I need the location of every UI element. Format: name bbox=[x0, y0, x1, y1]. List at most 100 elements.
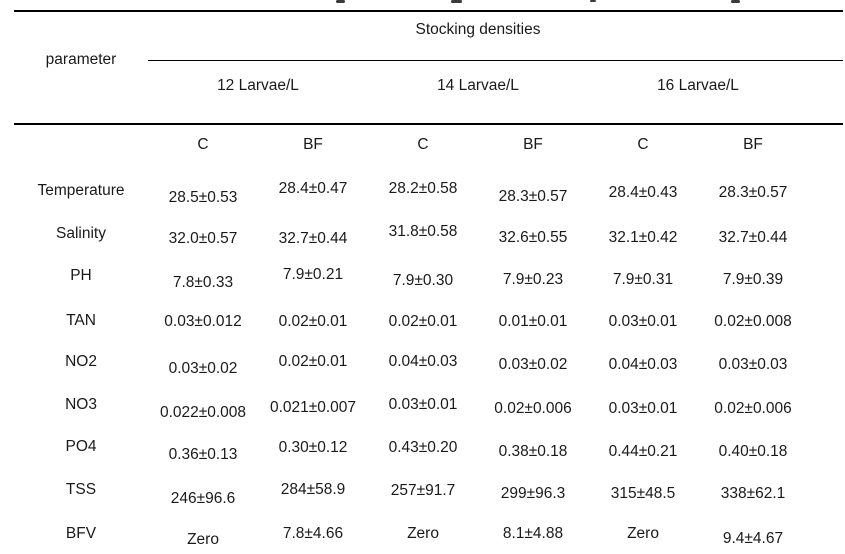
value-cell: 315±48.5 bbox=[588, 473, 698, 516]
spacer-cell bbox=[808, 215, 843, 258]
value-cell: 0.02±0.01 bbox=[258, 344, 368, 387]
value-label: 0.03±0.02 bbox=[498, 355, 568, 373]
spacer-cell bbox=[808, 123, 843, 172]
spacer-cell bbox=[808, 258, 843, 301]
subheader-bf-2: BF bbox=[478, 123, 588, 172]
parameter-column-header: parameter bbox=[14, 11, 148, 124]
value-cell: Zero bbox=[368, 516, 478, 554]
value-label: 246±96.6 bbox=[170, 489, 236, 507]
value-label: 0.022±0.008 bbox=[159, 403, 247, 421]
value-cell: 0.03±0.03 bbox=[698, 344, 808, 387]
value-label: Zero bbox=[627, 524, 659, 542]
table-row: TSS 246±96.6 284±58.9 257±91.7 299±96.3 315±4… bbox=[14, 473, 843, 516]
value-label: 28.3±0.57 bbox=[498, 187, 568, 205]
value-label: 284±58.9 bbox=[280, 480, 346, 498]
value-cell: 31.8±0.58 bbox=[368, 215, 478, 258]
spacer-cell bbox=[808, 516, 843, 554]
value-cell: 0.03±0.02 bbox=[478, 344, 588, 387]
value-cell: 0.03±0.01 bbox=[588, 387, 698, 430]
value-label: 257±91.7 bbox=[390, 481, 456, 499]
value-cell: 0.03±0.02 bbox=[148, 344, 258, 387]
param-cell: Salinity bbox=[14, 215, 148, 258]
value-label: 0.40±0.18 bbox=[718, 442, 788, 460]
value-cell: 0.021±0.007 bbox=[258, 387, 368, 430]
value-label: 7.9±0.31 bbox=[612, 270, 674, 288]
param-cell: PH bbox=[14, 258, 148, 301]
value-label: 32.1±0.42 bbox=[608, 228, 678, 246]
value-cell: 28.4±0.43 bbox=[588, 172, 698, 215]
value-cell: 7.8±4.66 bbox=[258, 516, 368, 554]
value-label: 0.03±0.02 bbox=[168, 359, 238, 377]
value-cell: 8.1±4.88 bbox=[478, 516, 588, 554]
table-row: Salinity 32.0±0.57 32.7±0.44 31.8±0.58 32.6±… bbox=[14, 215, 843, 258]
table-body: Temperature 28.5±0.53 28.4±0.47 28.2±0.58 28… bbox=[14, 172, 843, 554]
spacer-cell bbox=[808, 473, 843, 516]
param-cell: NO3 bbox=[14, 387, 148, 430]
cropped-caption-artifact bbox=[336, 0, 345, 3]
value-label: 315±48.5 bbox=[610, 484, 676, 502]
value-cell: 284±58.9 bbox=[258, 473, 368, 516]
stocking-densities-header: Stocking densities bbox=[148, 11, 843, 61]
value-cell: 32.0±0.57 bbox=[148, 215, 258, 258]
spacer-cell bbox=[808, 344, 843, 387]
table-row: PO4 0.36±0.13 0.30±0.12 0.43±0.20 0.38±0.18 0… bbox=[14, 430, 843, 473]
value-label: 7.8±4.66 bbox=[282, 524, 344, 542]
value-cell: 7.9±0.30 bbox=[368, 258, 478, 301]
value-cell: 0.02±0.006 bbox=[698, 387, 808, 430]
spacer-cell bbox=[808, 172, 843, 215]
value-label: 0.43±0.20 bbox=[388, 438, 458, 456]
value-cell: 7.9±0.21 bbox=[258, 258, 368, 301]
value-label: 7.9±0.30 bbox=[392, 271, 454, 289]
param-cell: NO2 bbox=[14, 344, 148, 387]
value-cell: 7.9±0.31 bbox=[588, 258, 698, 301]
value-label: 0.02±0.01 bbox=[388, 312, 458, 330]
value-cell: 0.02±0.01 bbox=[258, 301, 368, 344]
cropped-caption-artifact bbox=[451, 0, 462, 3]
value-cell: 0.04±0.03 bbox=[368, 344, 478, 387]
value-cell: 0.40±0.18 bbox=[698, 430, 808, 473]
value-label: 0.03±0.01 bbox=[608, 312, 678, 330]
param-label: Temperature bbox=[37, 181, 125, 199]
corner-spacer-cell bbox=[14, 123, 148, 172]
value-label: 0.02±0.01 bbox=[278, 312, 348, 330]
value-label: 28.2±0.58 bbox=[388, 179, 458, 197]
value-label: 28.4±0.43 bbox=[608, 183, 678, 201]
value-label: Zero bbox=[407, 524, 439, 542]
spacer-cell bbox=[808, 61, 843, 125]
param-label: NO3 bbox=[65, 395, 97, 413]
value-label: 0.44±0.21 bbox=[608, 442, 678, 460]
subheader-c-2: C bbox=[368, 123, 478, 172]
value-label: 0.03±0.03 bbox=[718, 355, 788, 373]
value-cell: 28.3±0.57 bbox=[698, 172, 808, 215]
param-label: TAN bbox=[66, 311, 96, 329]
param-cell: BFV bbox=[14, 516, 148, 554]
value-cell: 0.022±0.008 bbox=[148, 387, 258, 430]
table-row: BFV Zero 7.8±4.66 Zero 8.1±4.88 Zero 9.4±4.67 bbox=[14, 516, 843, 554]
value-cell: 7.8±0.33 bbox=[148, 258, 258, 301]
value-cell: 257±91.7 bbox=[368, 473, 478, 516]
header-row-title: parameter Stocking densities bbox=[14, 11, 843, 68]
value-label: 0.03±0.01 bbox=[388, 395, 458, 413]
value-cell: 9.4±4.67 bbox=[698, 516, 808, 554]
value-label: 28.4±0.47 bbox=[278, 179, 348, 197]
value-cell: 0.01±0.01 bbox=[478, 301, 588, 344]
value-cell: 0.03±0.01 bbox=[588, 301, 698, 344]
value-cell: 28.4±0.47 bbox=[258, 172, 368, 215]
value-label: 32.0±0.57 bbox=[168, 229, 238, 247]
subheader-c-1: C bbox=[148, 123, 258, 172]
spacer-cell bbox=[808, 387, 843, 430]
cropped-caption-artifact bbox=[590, 0, 596, 2]
value-cell: 0.02±0.006 bbox=[478, 387, 588, 430]
table-row: NO2 0.03±0.02 0.02±0.01 0.04±0.03 0.03±0.02 0… bbox=[14, 344, 843, 387]
subheader-bf-1: BF bbox=[258, 123, 368, 172]
value-label: 0.36±0.13 bbox=[168, 445, 238, 463]
param-cell: TAN bbox=[14, 301, 148, 344]
value-label: 7.9±0.23 bbox=[502, 270, 564, 288]
value-cell: 32.1±0.42 bbox=[588, 215, 698, 258]
value-cell: 32.6±0.55 bbox=[478, 215, 588, 258]
value-label: 0.02±0.01 bbox=[278, 352, 348, 370]
header-row-subcolumns: C BF C BF C BF bbox=[14, 123, 843, 172]
value-cell: 28.2±0.58 bbox=[368, 172, 478, 215]
value-label: 0.02±0.006 bbox=[494, 399, 572, 417]
